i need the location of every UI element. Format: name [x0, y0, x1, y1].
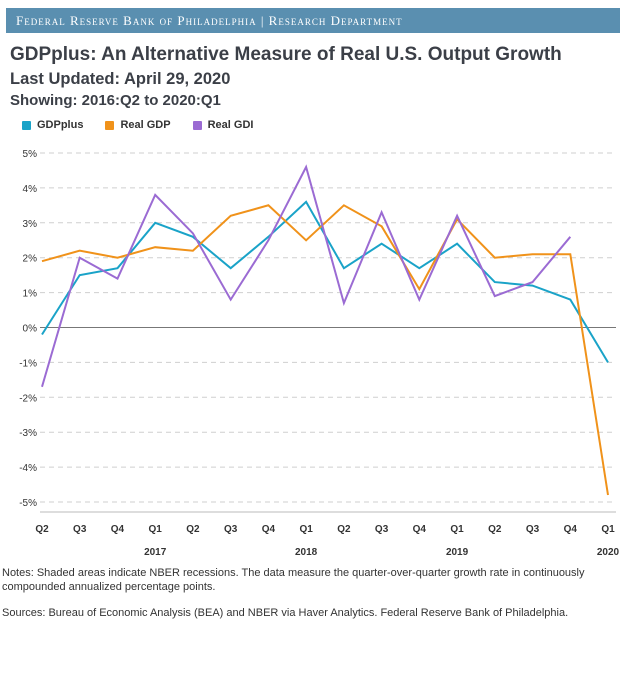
x-tick-label: Q2 [488, 524, 502, 535]
legend-swatch [192, 120, 202, 130]
x-tick-label: Q2 [35, 524, 49, 535]
x-tick-label: Q4 [111, 524, 125, 535]
legend-label: Real GDP [120, 119, 171, 131]
x-year-label: 2018 [295, 547, 318, 558]
x-tick-label: Q1 [149, 524, 163, 535]
x-year-label: 2017 [144, 547, 167, 558]
y-tick-label: 3% [23, 219, 38, 230]
legend-swatch [105, 120, 115, 130]
legend-item-real-gdi[interactable]: Real GDI [192, 119, 254, 131]
chart-sources: Sources: Bureau of Economic Analysis (BE… [2, 607, 569, 619]
line-chart: 5% 4% 3% 2% 1% 0% -1% -2% -3% -4% -5% Q2 Q3 Q4 Q1 Q2 Q3 Q… [19, 149, 620, 558]
y-tick-label: -3% [19, 428, 37, 439]
x-year-label: 2019 [446, 547, 469, 558]
y-tick-label: 4% [23, 184, 38, 195]
x-tick-label: Q1 [601, 524, 615, 535]
x-tick-label: Q2 [186, 524, 200, 535]
y-tick-label: -5% [19, 498, 37, 509]
legend-item-gdpplus[interactable]: GDPplus [22, 119, 83, 131]
legend-label: GDPplus [37, 119, 84, 131]
x-tick-label: Q4 [262, 524, 276, 535]
legend-item-real-gdp[interactable]: Real GDP [105, 119, 171, 131]
x-tick-label: Q1 [450, 524, 464, 535]
x-tick-label: Q2 [337, 524, 351, 535]
x-tick-label: Q3 [526, 524, 540, 535]
chart-notes: Notes: Shaded areas indicate NBER recess… [2, 567, 585, 593]
y-tick-label: -2% [19, 393, 37, 404]
y-tick-label: 2% [23, 254, 38, 265]
x-year-label: 2020 [597, 547, 620, 558]
date-range: Showing: 2016:Q2 to 2020:Q1 [10, 92, 221, 109]
series-line-real-gdi [41, 164, 572, 388]
series-line-real-gdp [41, 204, 609, 496]
series-line-gdpplus [41, 200, 609, 363]
y-tick-label: 1% [23, 289, 38, 300]
legend-label: Real GDI [207, 119, 254, 131]
x-tick-label: Q4 [564, 524, 578, 535]
x-tick-label: Q3 [224, 524, 238, 535]
y-tick-label: -1% [19, 358, 37, 369]
x-tick-label: Q3 [375, 524, 389, 535]
legend-swatch [22, 120, 31, 130]
y-tick-label: 5% [23, 149, 38, 160]
x-tick-label: Q4 [413, 524, 427, 535]
last-updated: Last Updated: April 29, 2020 [10, 70, 231, 88]
x-tick-label: Q3 [73, 524, 87, 535]
chart-legend: GDPplus Real GDP Real GDI [22, 119, 253, 131]
y-tick-label: -4% [19, 463, 37, 474]
y-tick-label: 0% [23, 324, 38, 335]
header-banner: Federal Reserve Bank of Philadelphia | R… [6, 8, 620, 33]
page-title: GDPplus: An Alternative Measure of Real … [10, 44, 562, 65]
x-tick-label: Q1 [299, 524, 313, 535]
